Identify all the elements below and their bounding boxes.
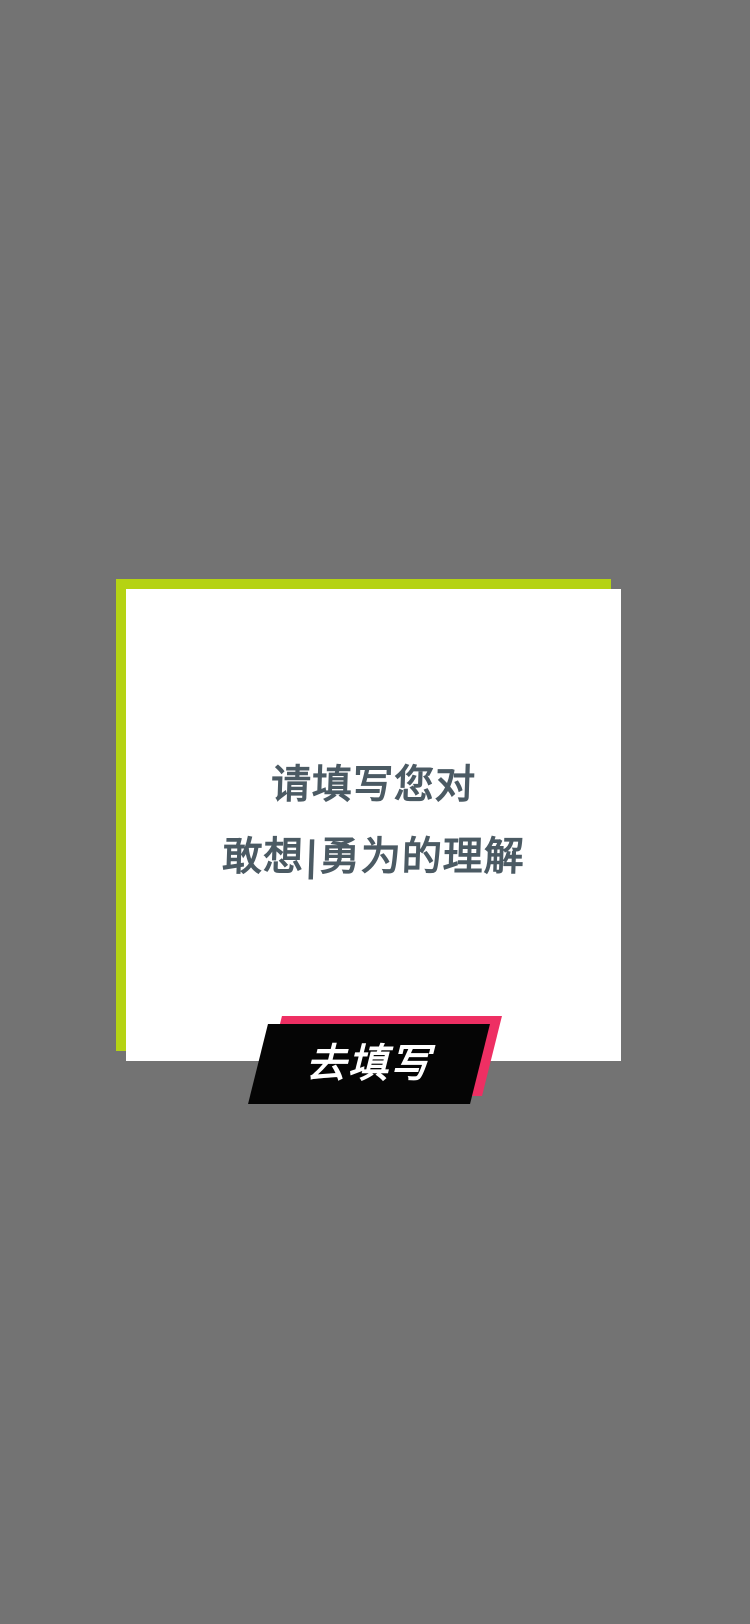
prompt-line-1: 请填写您对 — [270, 762, 477, 808]
modal-card: 请填写您对 敢想|勇为的理解 — [126, 589, 621, 1061]
fill-in-button[interactable]: 去填写 — [248, 1016, 502, 1104]
prompt-line-2: 敢想|勇为的理解 — [221, 834, 526, 880]
prompt-text: 请填写您对 敢想|勇为的理解 — [126, 749, 621, 893]
cta-button-label: 去填写 — [306, 1041, 432, 1087]
